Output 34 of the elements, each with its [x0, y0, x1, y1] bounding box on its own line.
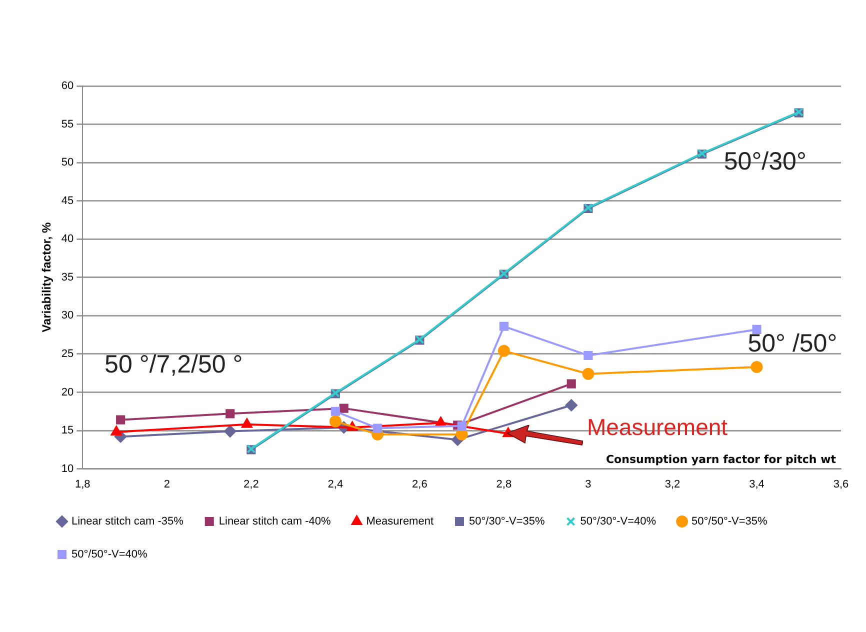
annotation: 50 °/7,2/50 ° — [104, 350, 243, 378]
legend-label: 50°/30°-V=40% — [580, 516, 656, 528]
y-tick-label: 50 — [61, 156, 74, 169]
annotation: 50° /50° — [748, 329, 838, 358]
legend-label: 50°/50°-V=35% — [692, 516, 768, 528]
y-tick-label: 20 — [61, 386, 74, 398]
x-tick-label: 3,4 — [749, 478, 764, 490]
legend-label: Measurement — [366, 516, 434, 528]
y-tick-label: 10 — [61, 462, 74, 475]
x-tick-label: 3,2 — [664, 478, 680, 490]
legend-label: 50°/50°-V=40% — [72, 548, 148, 561]
x-tick-label: 3 — [585, 478, 592, 490]
x-tick-label: 1,8 — [74, 478, 90, 490]
annotation: Measurement — [586, 414, 728, 440]
x-tick-label: 3,6 — [833, 478, 849, 490]
legend-label: Linear stitch cam -35% — [72, 516, 184, 528]
x-tick-label: 2,4 — [328, 478, 344, 490]
y-tick-label: 25 — [61, 348, 74, 360]
y-axis-title: Variability factor, % — [40, 222, 54, 332]
y-tick-label: 35 — [61, 271, 74, 284]
y-tick-label: 55 — [61, 118, 74, 130]
y-tick-label: 45 — [61, 194, 74, 207]
x-tick-label: 2 — [164, 478, 170, 490]
x-tick-label: 2,2 — [244, 478, 259, 490]
x-tick-label: 2,6 — [412, 478, 428, 490]
x-tick-label: 2,8 — [496, 478, 512, 490]
y-tick-label: 30 — [61, 310, 74, 322]
y-tick-label: 60 — [61, 80, 74, 92]
legend-label: 50°/30°-V=35% — [469, 516, 545, 528]
y-tick-label: 40 — [61, 233, 74, 246]
annotation: 50°/30° — [724, 147, 806, 176]
x-axis-title: Consumption yarn factor for pitch wt — [606, 453, 836, 466]
y-tick-label: 15 — [61, 424, 74, 437]
legend-label: Linear stitch cam -40% — [218, 516, 331, 528]
